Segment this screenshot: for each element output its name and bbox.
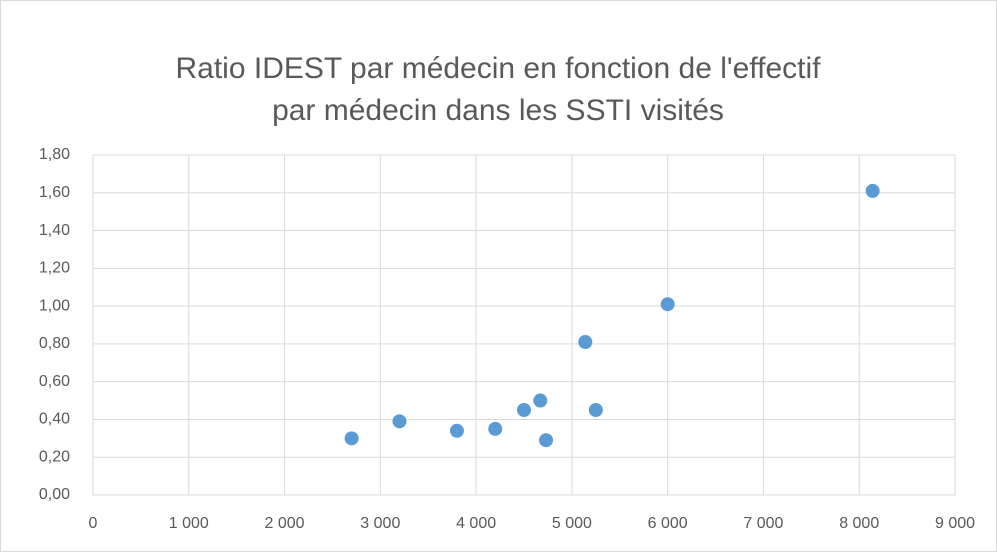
x-tick-label: 3 000	[360, 515, 400, 532]
y-tick-label: 1,60	[39, 184, 70, 201]
point	[588, 403, 603, 417]
y-tick-label: 1,80	[39, 146, 70, 163]
y-tick-label: 0,20	[39, 448, 70, 465]
chart-title: Ratio IDEST par médecin en fonction de l…	[176, 52, 822, 85]
point	[392, 414, 407, 429]
point	[449, 423, 464, 438]
y-tick-label: 0,00	[39, 486, 70, 503]
point	[865, 183, 880, 198]
point	[539, 433, 554, 448]
y-tick-label: 0,60	[39, 373, 70, 390]
chart-title: par médecin dans les SSTI visités	[272, 94, 724, 127]
x-tick-label: 5 000	[552, 515, 592, 532]
y-tick-label: 1,40	[39, 222, 70, 239]
point	[533, 393, 548, 408]
x-tick-label: 0	[89, 515, 98, 532]
x-tick-label: 9 000	[935, 515, 975, 532]
x-tick-label: 6 000	[648, 515, 688, 532]
x-tick-label: 8 000	[839, 515, 879, 532]
point	[488, 421, 503, 436]
x-tick-label: 4 000	[456, 515, 496, 532]
point	[344, 431, 359, 446]
x-tick-label: 2 000	[265, 515, 305, 532]
point	[517, 403, 531, 417]
y-tick-label: 0,40	[39, 411, 70, 428]
point	[660, 297, 675, 312]
y-tick-label: 1,00	[39, 297, 70, 314]
y-tick-label: 0,80	[39, 335, 70, 352]
x-tick-label: 7 000	[743, 515, 783, 532]
point	[578, 335, 593, 349]
y-tick-label: 1,20	[39, 260, 70, 277]
x-tick-label: 1 000	[169, 515, 209, 532]
